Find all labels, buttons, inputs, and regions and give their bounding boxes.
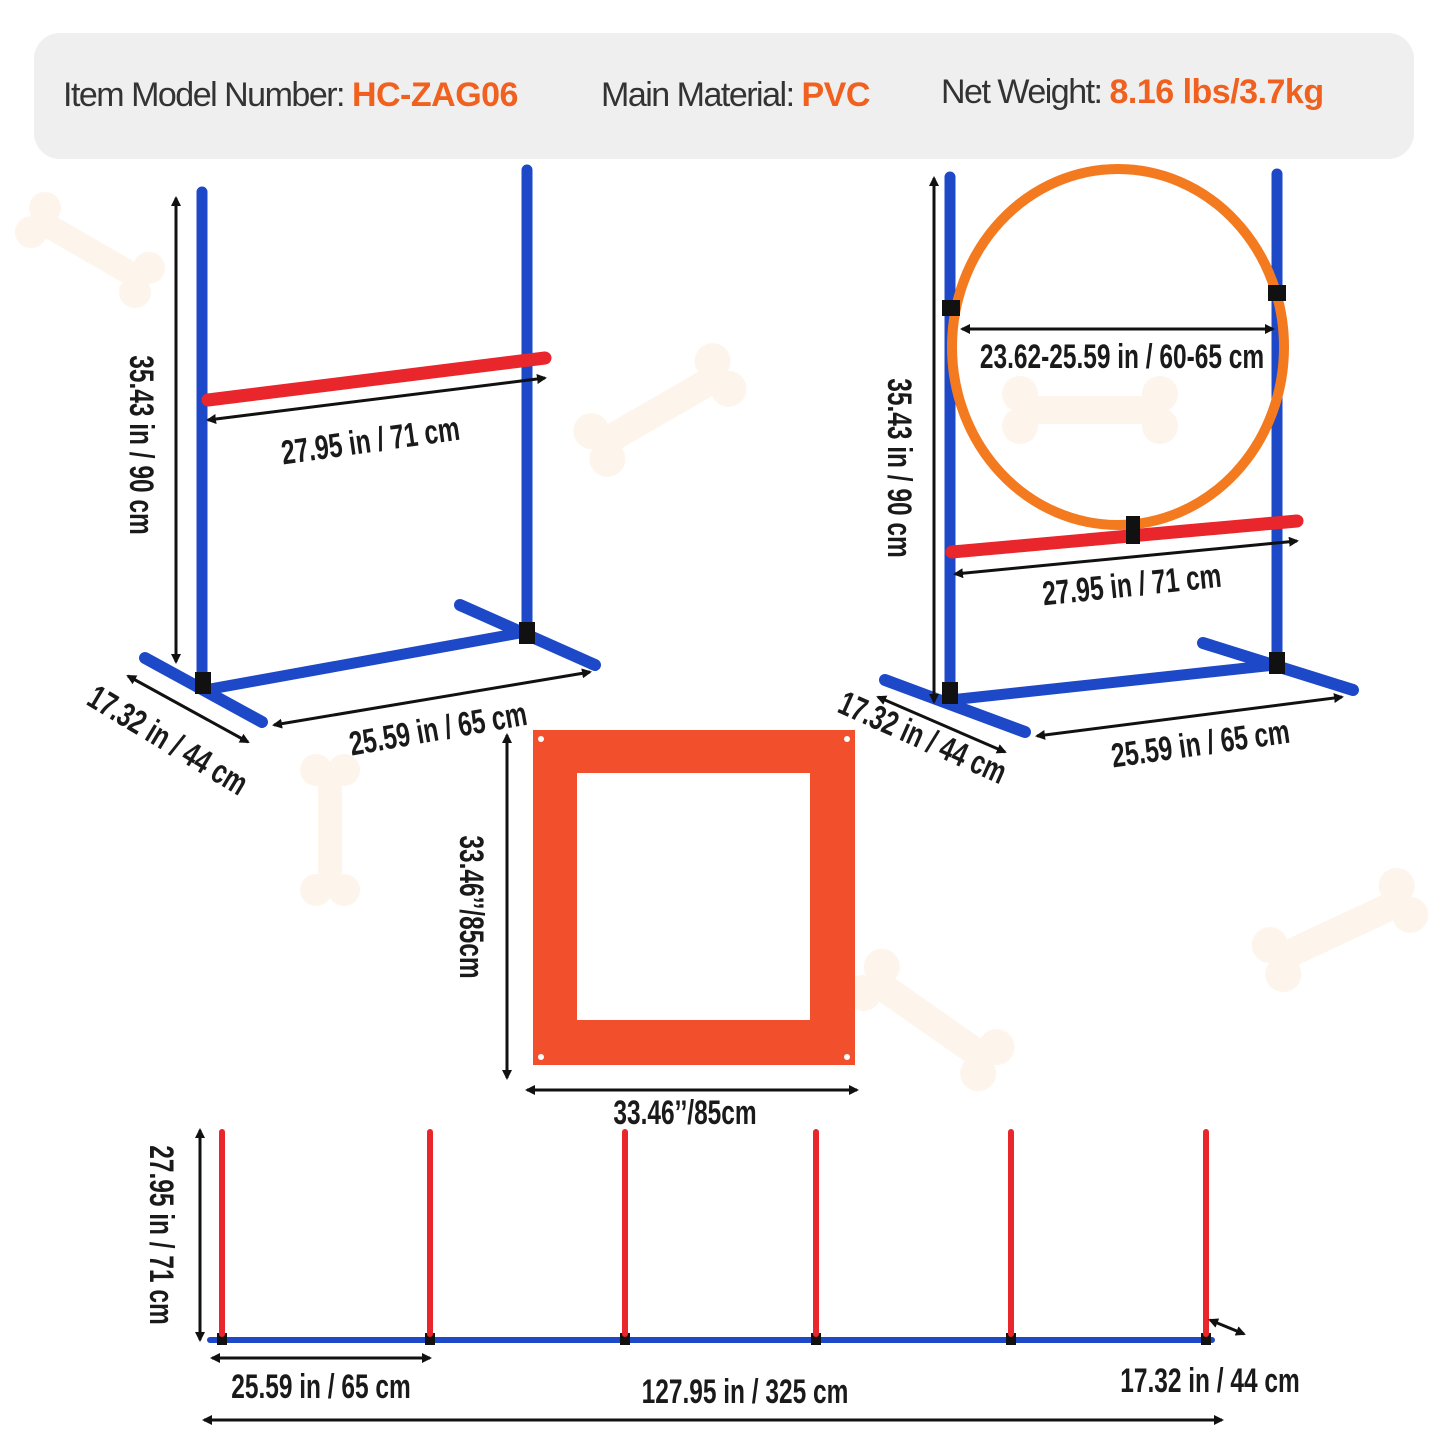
hoop-diameter-label: 23.62-25.59 in / 60-65 cm — [980, 338, 1264, 376]
background-bone-icons — [15, 191, 1429, 1092]
hoop-bar-label: 27.95 in / 71 cm — [1041, 557, 1224, 613]
weave-foot-label: 17.32 in / 44 cm — [1120, 1362, 1300, 1400]
spec-bar — [34, 33, 1414, 159]
spec-value: 8.16 lbs/3.7kg — [1109, 73, 1324, 111]
hurdle-bar-label: 27.95 in / 71 cm — [279, 410, 462, 472]
weave-foot-arrow — [1208, 1318, 1246, 1336]
hurdle-base-label: 25.59 in / 65 cm — [346, 695, 529, 763]
weave-pole-base — [425, 1333, 435, 1345]
hurdle-bar-arrow — [206, 374, 547, 424]
weave-pole-base — [811, 1333, 821, 1345]
hurdle-height-label: 35.43 in / 90 cm — [122, 355, 160, 535]
weave-pole-base — [620, 1333, 630, 1345]
hoop-depth-arrow — [876, 695, 1007, 754]
hoop — [947, 164, 1289, 530]
weave-height-label: 27.95 in / 71 cm — [142, 1145, 180, 1325]
spec-model: Item Model Number: HC-ZAG06 — [63, 76, 518, 115]
hurdle-base-arrow — [272, 668, 592, 729]
weave-pole-base — [1006, 1333, 1016, 1345]
hoop-base-arrow — [1035, 693, 1344, 740]
spec-value: HC-ZAG06 — [351, 76, 519, 114]
hoop-bar-arrow — [953, 536, 1299, 579]
spec-weight: Net Weight: 8.16 lbs/3.7kg — [941, 73, 1324, 112]
weave-length-label: 127.95 in / 325 cm — [642, 1373, 849, 1411]
spec-material: Main Material: PVC — [601, 76, 870, 115]
weave-pole-base — [217, 1333, 227, 1345]
spec-label: Net Weight: — [941, 73, 1103, 111]
hoop-height-label: 35.43 in / 90 cm — [880, 378, 918, 558]
hoop-jump-diagram: 35.43 in / 90 cm 23.62-25.59 in / 60-65 … — [833, 164, 1359, 792]
box-height-label: 33.46’’/85cm — [452, 835, 490, 978]
weave-spacing-label: 25.59 in / 65 cm — [231, 1368, 411, 1406]
weave-pole-base — [1201, 1333, 1211, 1345]
weave-poles-diagram: 27.95 in / 71 cm 25.59 in / 65 cm 127.95… — [142, 1128, 1300, 1425]
box-width-label: 33.46’’/85cm — [613, 1094, 756, 1132]
spec-label: Main Material: — [601, 76, 795, 114]
pause-box-diagram: 33.46’’/85cm 33.46’’/85cm — [452, 730, 859, 1132]
spec-value: PVC — [801, 76, 870, 114]
spec-label: Item Model Number: — [63, 76, 346, 114]
hurdle-depth-arrow — [126, 674, 250, 744]
